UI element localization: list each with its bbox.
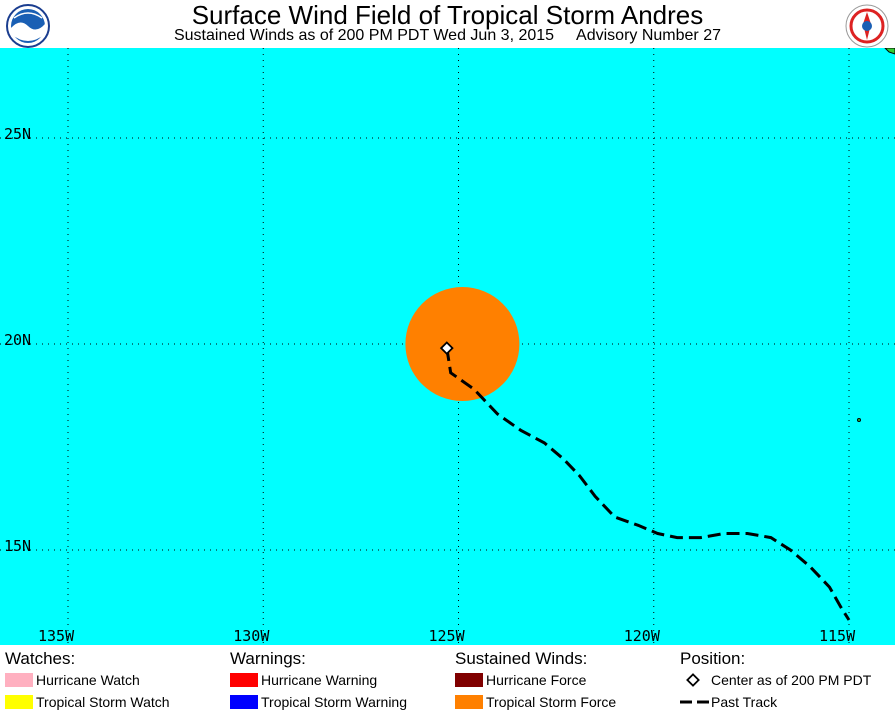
island-dot [857, 418, 861, 422]
lon-label-115w: 115W [819, 627, 856, 645]
past-track-label: Past Track [711, 694, 778, 710]
past-track-line [445, 347, 851, 621]
hurricane-force-label: Hurricane Force [486, 672, 587, 688]
tropical-storm-warning-swatch [230, 695, 258, 709]
warnings-heading: Warnings: [230, 649, 306, 668]
map-subtitle: Sustained Winds as of 200 PM PDT Wed Jun… [0, 26, 895, 46]
past-track-dash-icon [680, 700, 710, 704]
tropical-storm-watch-swatch [5, 695, 33, 709]
lon-label-135w: 135W [38, 627, 75, 645]
lat-label-15n: 15N [4, 537, 32, 555]
lon-label-125w: 125W [428, 627, 465, 645]
map-header: Surface Wind Field of Tropical Storm And… [0, 0, 895, 48]
hurricane-force-swatch [455, 673, 483, 687]
nws-logo-icon [845, 4, 889, 48]
watches-heading: Watches: [5, 649, 76, 668]
hurricane-watch-swatch [5, 673, 33, 687]
tropical-storm-force-label: Tropical Storm Force [486, 694, 617, 710]
tropical-storm-warning-label: Tropical Storm Warning [261, 694, 408, 710]
tropical-storm-watch-label: Tropical Storm Watch [36, 694, 170, 710]
map-title: Surface Wind Field of Tropical Storm And… [191, 0, 704, 30]
lat-label-20n: 20N [4, 331, 32, 349]
hurricane-watch-label: Hurricane Watch [36, 672, 140, 688]
lon-label-130w: 130W [233, 627, 270, 645]
coastline-northeast [884, 48, 895, 55]
position-heading: Position: [680, 649, 746, 668]
storm-map [0, 48, 895, 645]
tropical-storm-force-swatch [455, 695, 483, 709]
advisory-time: Sustained Winds as of 200 PM PDT Wed Jun… [173, 27, 555, 44]
tropical-storm-force-wind-field [405, 287, 520, 401]
center-diamond-icon [686, 673, 700, 687]
center-position-label: Center as of 200 PM PDT [711, 672, 872, 688]
noaa-logo-icon [6, 4, 50, 48]
advisory-number: Advisory Number 27 [576, 27, 721, 44]
lon-label-120w: 120W [623, 627, 660, 645]
lat-label-25n: 25N [4, 125, 32, 143]
hurricane-warning-swatch [230, 673, 258, 687]
map-legend: Watches: Hurricane Watch Tropical Storm … [0, 645, 895, 716]
hurricane-warning-label: Hurricane Warning [261, 672, 378, 688]
sustained-winds-heading: Sustained Winds: [455, 649, 588, 668]
storm-center-marker [439, 341, 454, 356]
land-areas [857, 48, 895, 422]
